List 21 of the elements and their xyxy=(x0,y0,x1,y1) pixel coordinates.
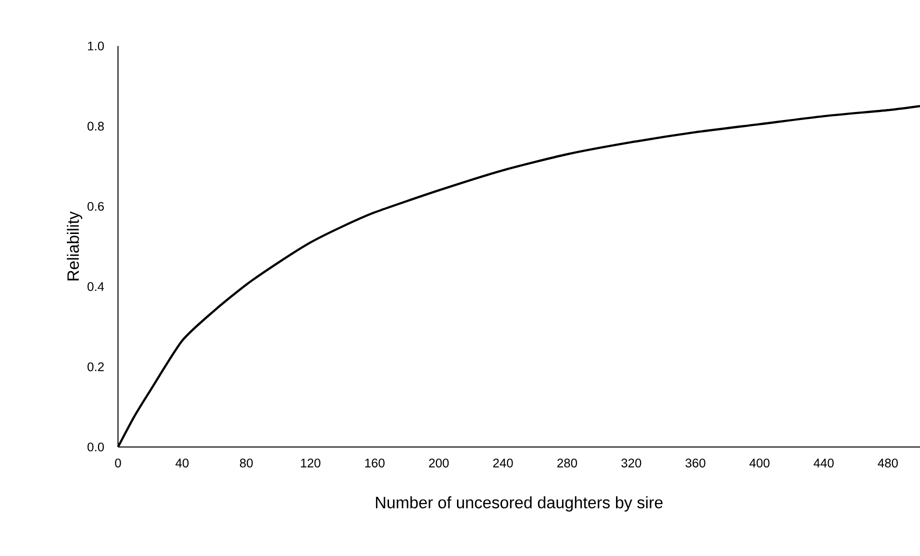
y-tick-label: 0.4 xyxy=(88,282,104,291)
x-tick-label: 200 xyxy=(429,458,449,468)
y-tick-label: 0.0 xyxy=(88,442,104,452)
x-tick-label: 240 xyxy=(493,458,513,468)
x-tick-label: 40 xyxy=(176,458,189,468)
x-tick-label: 320 xyxy=(621,458,642,468)
x-axis-title: Number of uncesored daughters by sire xyxy=(376,496,663,512)
x-tick-label: 0 xyxy=(115,458,121,468)
y-tick-label: 1.0 xyxy=(88,42,104,50)
y-axis-title: Reliability xyxy=(66,211,82,280)
x-tick-label: 160 xyxy=(365,458,385,468)
x-tick-label: 480 xyxy=(878,458,898,468)
y-tick-label: 0.6 xyxy=(88,202,104,211)
x-tick-label: 80 xyxy=(240,458,253,468)
x-tick-label: 120 xyxy=(301,458,320,468)
x-tick-label: 440 xyxy=(814,458,834,468)
x-tick-label: 400 xyxy=(749,458,770,468)
x-tick-label: 360 xyxy=(686,458,706,468)
y-tick-label: 0.8 xyxy=(88,122,104,131)
y-tick-label: 0.2 xyxy=(88,362,104,372)
x-tick-label: 280 xyxy=(557,458,578,468)
